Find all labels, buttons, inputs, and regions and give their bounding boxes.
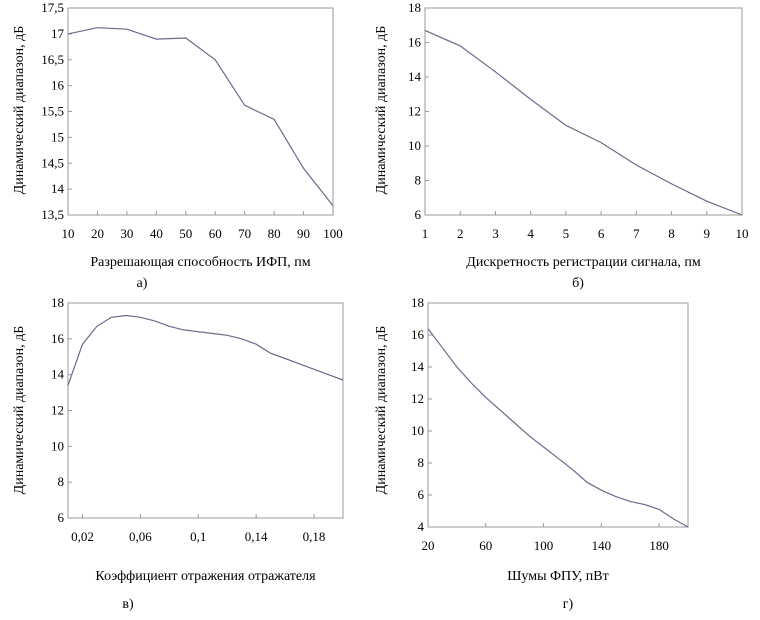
y-tick-label: 12 bbox=[411, 391, 424, 406]
y-tick-label: 6 bbox=[415, 207, 422, 222]
y-tick-label: 8 bbox=[58, 474, 65, 489]
plot-frame bbox=[67, 7, 334, 216]
x-tick-label: 0,1 bbox=[190, 529, 206, 544]
x-tick-label: 0,06 bbox=[129, 529, 152, 544]
y-tick-label: 10 bbox=[411, 423, 424, 438]
y-tick-label: 14 bbox=[408, 69, 422, 84]
y-axis-title: Динамический диапазон, дБ bbox=[12, 26, 27, 195]
x-tick-label: 20 bbox=[422, 538, 435, 553]
plot-frame bbox=[67, 302, 344, 519]
x-axis-title: Разрешающая способность ИФП, пм bbox=[90, 255, 310, 270]
x-tick-label: 30 bbox=[120, 226, 133, 241]
x-tick-label: 90 bbox=[297, 226, 310, 241]
chart-panel-3: 6 8 10 12 14 16 18 0,02 0,06 0,1 0,14 0,18 Коэффицие… bbox=[12, 295, 344, 612]
y-tick-label: 18 bbox=[411, 295, 424, 310]
plot-frame bbox=[427, 302, 689, 528]
data-line bbox=[67, 27, 334, 207]
y-tick-label: 14 bbox=[51, 181, 65, 196]
y-axis-title: Динамический диапазон, дБ bbox=[374, 326, 389, 495]
x-tick-label: 70 bbox=[238, 226, 251, 241]
y-tick-label: 16 bbox=[51, 331, 65, 346]
y-tick-label: 14 bbox=[51, 367, 65, 382]
y-tick-label: 4 bbox=[418, 519, 425, 534]
y-tick-label: 8 bbox=[415, 173, 422, 188]
x-tick-label: 0,02 bbox=[71, 529, 94, 544]
y-tick-label: 14 bbox=[411, 359, 425, 374]
y-tick-label: 8 bbox=[418, 455, 425, 470]
x-tick-label: 8 bbox=[668, 226, 675, 241]
y-tick-label: 17,5 bbox=[41, 0, 64, 15]
panel-label: а) bbox=[137, 276, 148, 291]
x-tick-label: 0,18 bbox=[303, 529, 326, 544]
y-tick-label: 15 bbox=[51, 129, 64, 144]
x-axis-title: Коэффициент отражения отражателя bbox=[95, 569, 316, 584]
x-tick-label: 180 bbox=[649, 538, 669, 553]
x-tick-label: 140 bbox=[592, 538, 612, 553]
x-tick-label: 5 bbox=[563, 226, 570, 241]
y-tick-label: 16,5 bbox=[41, 52, 64, 67]
x-axis-title: Шумы ФПУ, пВт bbox=[507, 569, 608, 584]
data-line bbox=[427, 328, 689, 528]
y-tick-label: 6 bbox=[418, 487, 425, 502]
x-tick-label: 4 bbox=[527, 226, 534, 241]
y-tick-label: 10 bbox=[51, 438, 64, 453]
panel-label: г) bbox=[563, 597, 574, 612]
x-tick-label: 40 bbox=[150, 226, 163, 241]
x-tick-label: 9 bbox=[704, 226, 711, 241]
x-tick-label: 50 bbox=[179, 226, 192, 241]
data-line bbox=[424, 29, 743, 216]
y-tick-label: 15,5 bbox=[41, 104, 64, 119]
x-tick-label: 20 bbox=[91, 226, 104, 241]
x-tick-label: 10 bbox=[62, 226, 75, 241]
y-axis-title: Динамический диапазон, дБ bbox=[374, 26, 389, 195]
x-tick-label: 2 bbox=[457, 226, 464, 241]
x-tick-label: 80 bbox=[268, 226, 281, 241]
plot-frame bbox=[424, 7, 743, 216]
y-tick-label: 16 bbox=[411, 327, 425, 342]
x-axis-title: Дискретность регистрации сигнала, пм bbox=[466, 255, 701, 270]
x-tick-label: 60 bbox=[479, 538, 492, 553]
y-tick-label: 13,5 bbox=[41, 207, 64, 222]
y-tick-label: 12 bbox=[51, 403, 64, 418]
y-axis-title: Динамический диапазон, дБ bbox=[12, 326, 27, 495]
panel-label: в) bbox=[122, 597, 134, 612]
x-tick-label: 6 bbox=[598, 226, 605, 241]
y-tick-label: 16 bbox=[408, 35, 422, 50]
x-tick-label: 100 bbox=[323, 226, 343, 241]
x-tick-label: 3 bbox=[492, 226, 499, 241]
data-line bbox=[67, 314, 344, 386]
y-tick-label: 6 bbox=[58, 510, 65, 525]
y-tick-label: 10 bbox=[408, 138, 421, 153]
y-tick-label: 18 bbox=[408, 0, 421, 15]
y-tick-label: 16 bbox=[51, 78, 65, 93]
chart-panel-4: 4 6 8 10 12 14 16 18 20 60 100 140 180 Шумы ФПУ, пВт Д… bbox=[374, 295, 689, 612]
x-tick-label: 0,14 bbox=[245, 529, 268, 544]
x-tick-label: 60 bbox=[209, 226, 222, 241]
x-tick-label: 100 bbox=[534, 538, 554, 553]
x-tick-label: 10 bbox=[736, 226, 749, 241]
y-tick-label: 14,5 bbox=[41, 155, 64, 170]
y-tick-label: 17 bbox=[51, 26, 65, 41]
x-tick-label: 7 bbox=[633, 226, 640, 241]
y-tick-label: 18 bbox=[51, 295, 64, 310]
x-tick-label: 1 bbox=[422, 226, 429, 241]
y-tick-label: 12 bbox=[408, 104, 421, 119]
panel-label: б) bbox=[572, 276, 584, 291]
chart-panel-1: 13,5 14 14,5 15 15,5 16 16,5 17 17,5 10 20 30 40 50 60… bbox=[12, 0, 343, 291]
